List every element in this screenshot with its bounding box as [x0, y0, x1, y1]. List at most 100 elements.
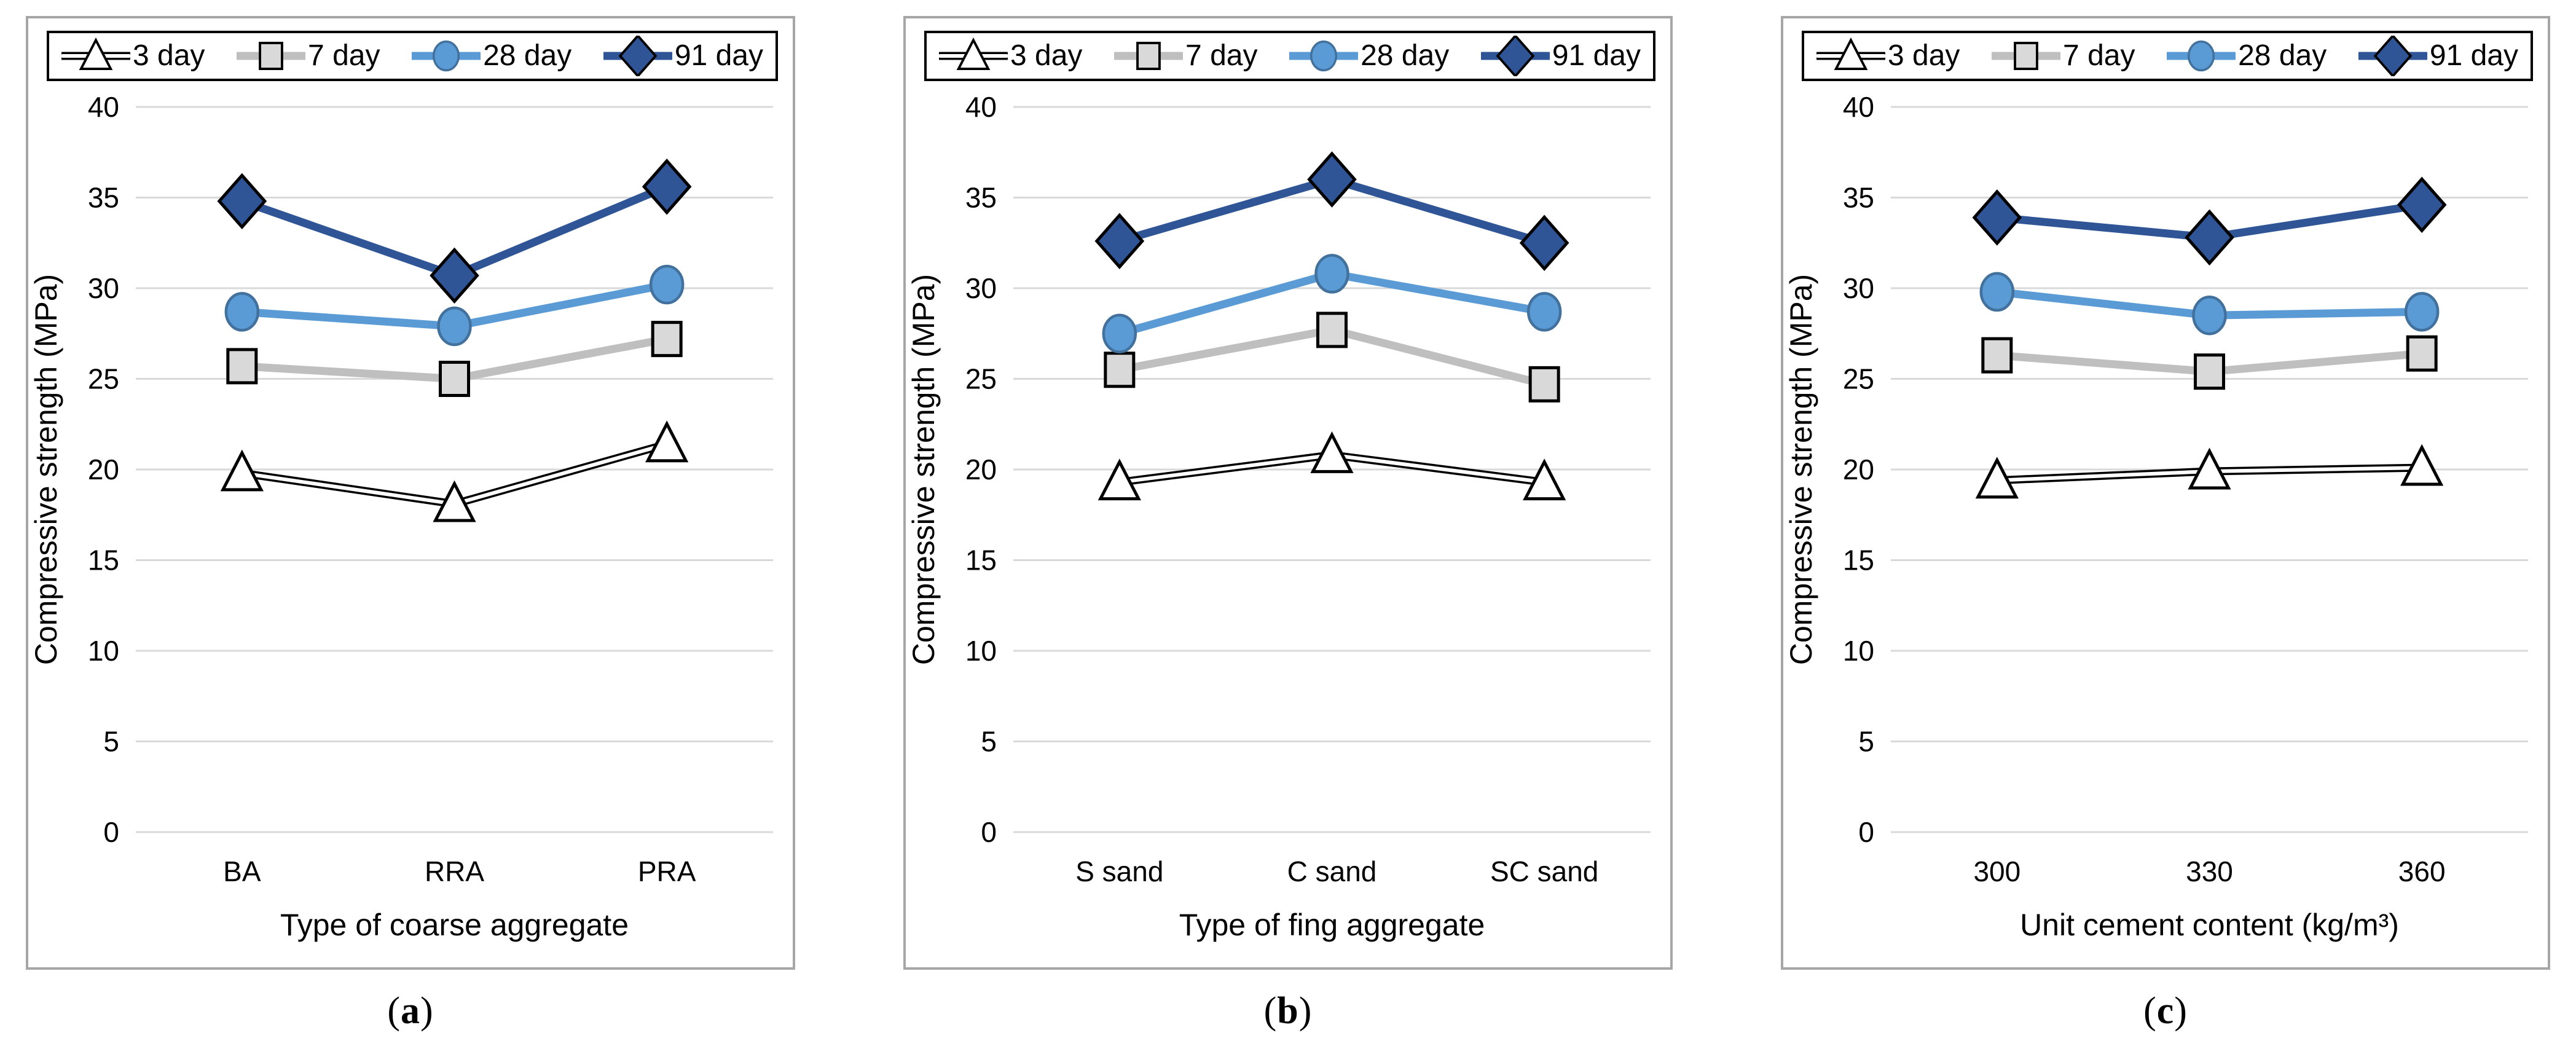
chart-legend: 3 day 7 day 28 day 91 day — [924, 31, 1655, 81]
x-tick-label: 330 — [2186, 855, 2233, 887]
y-tick-label: 40 — [88, 91, 119, 123]
marker-triangle — [645, 420, 689, 463]
marker-diamond — [430, 247, 479, 304]
panel-caption-c: (c) — [2143, 989, 2188, 1033]
marker-square — [1104, 352, 1136, 388]
legend-item-7-day: 7 day — [1992, 36, 2135, 76]
marker-triangle — [2400, 444, 2444, 486]
legend-item-91-day: 91 day — [603, 36, 763, 76]
legend-marker-triangle-icon — [61, 37, 130, 71]
x-tick-label: C sand — [1287, 855, 1377, 887]
marker-square — [1981, 337, 2013, 374]
chart-legend: 3 day 7 day 28 day 91 day — [47, 31, 778, 81]
caption-letter: b — [1277, 990, 1299, 1032]
legend-label: 91 day — [2429, 39, 2518, 72]
legend-item-3-day: 3 day — [939, 36, 1082, 76]
legend-item-3-day: 3 day — [61, 36, 205, 76]
series-28-day — [1102, 254, 1562, 353]
x-axis-ticks: 300 330 360 — [1973, 855, 2445, 887]
marker-square — [1528, 366, 1560, 403]
chart-panel-c: 3 day 7 day 28 day 91 day 0 5 10 15 20 25 30 35 40 C… — [1781, 16, 2550, 970]
x-tick-label: RRA — [425, 855, 484, 887]
y-tick-label: 5 — [981, 726, 997, 758]
legend-marker-triangle-icon — [939, 37, 1008, 71]
chart-legend: 3 day 7 day 28 day 91 day — [1802, 31, 2533, 81]
legend-item-3-day: 3 day — [1816, 36, 1960, 76]
legend-marker-circle-icon — [412, 40, 481, 72]
legend-marker-square-icon — [1114, 41, 1184, 71]
x-axis-title: Unit cement content (kg/m³) — [2020, 908, 2399, 942]
marker-circle — [1310, 40, 1338, 72]
caption-close-paren: ) — [420, 990, 434, 1032]
legend-label: 3 day — [1888, 39, 1960, 72]
series-3-day — [1975, 444, 2444, 499]
marker-triangle — [2188, 447, 2231, 490]
marker-triangle — [1975, 457, 2019, 499]
y-tick-label: 15 — [965, 544, 997, 576]
legend-marker-diamond-icon — [603, 36, 672, 76]
legend-item-28-day: 28 day — [412, 36, 571, 76]
y-tick-label: 25 — [965, 363, 997, 395]
caption-letter: c — [2156, 990, 2175, 1032]
y-tick-label: 40 — [965, 91, 997, 123]
marker-square — [1136, 41, 1161, 71]
panel-figure-c: 3 day 7 day 28 day 91 day 0 5 10 15 20 25 30 35 40 C… — [1781, 16, 2550, 1033]
marker-triangle — [1098, 458, 1141, 501]
legend-marker-circle-icon — [1289, 40, 1359, 72]
panel-caption-a: (a) — [387, 989, 433, 1033]
legend-label: 7 day — [308, 39, 380, 72]
y-tick-label: 20 — [1843, 454, 1874, 485]
y-tick-label: 30 — [88, 272, 119, 304]
series-28-day — [1979, 272, 2440, 336]
y-tick-label: 35 — [965, 182, 997, 214]
marker-circle — [1314, 254, 1349, 294]
marker-square — [2406, 335, 2438, 372]
marker-triangle — [956, 37, 991, 71]
y-tick-label: 0 — [981, 816, 997, 848]
x-tick-label: SC sand — [1490, 855, 1598, 887]
caption-open-paren: ( — [1263, 990, 1278, 1032]
caption-letter: a — [401, 990, 420, 1032]
y-tick-label: 10 — [965, 635, 997, 667]
legend-label: 91 day — [1552, 39, 1641, 72]
marker-circle — [2404, 292, 2440, 332]
caption-open-paren: ( — [387, 990, 401, 1032]
marker-diamond — [1307, 151, 1357, 208]
marker-square — [439, 361, 470, 397]
y-axis-title: Compressive strength (MPa) — [906, 274, 941, 665]
legend-marker-square-icon — [237, 41, 306, 71]
chart-plot-area: 0 5 10 15 20 25 30 35 40 Compressive strength (MP… — [1784, 91, 2528, 942]
y-tick-label: 40 — [1843, 91, 1874, 123]
marker-diamond — [217, 173, 267, 230]
marker-diamond — [642, 159, 692, 215]
marker-triangle — [1834, 37, 1868, 71]
y-tick-label: 5 — [1858, 726, 1874, 758]
series-7-day — [226, 321, 683, 397]
marker-circle — [1526, 292, 1562, 332]
legend-label: 7 day — [2063, 39, 2135, 72]
series-3-day — [1098, 431, 1566, 501]
y-tick-label: 20 — [88, 454, 119, 485]
y-tick-label: 10 — [88, 635, 119, 667]
legend-label: 28 day — [2238, 39, 2327, 72]
legend-label: 3 day — [1010, 39, 1083, 72]
series-91-day — [1972, 176, 2447, 266]
x-axis-title: Type of coarse aggregate — [280, 908, 629, 942]
chart-panel-a: 3 day 7 day 28 day 91 day 0 5 10 15 20 25 30 35 40 C… — [26, 16, 795, 970]
marker-circle — [2192, 296, 2227, 336]
legend-item-91-day: 91 day — [2358, 36, 2518, 76]
marker-triangle — [433, 480, 476, 522]
x-axis-title: Type of fing aggregate — [1179, 908, 1485, 942]
y-tick-label: 35 — [88, 182, 119, 214]
marker-diamond — [1519, 214, 1569, 272]
x-axis-ticks: BA RRA PRA — [223, 855, 696, 887]
chart-plot-area: 0 5 10 15 20 25 30 35 40 Compressive strength (MP… — [906, 91, 1651, 942]
x-tick-label: PRA — [638, 855, 696, 887]
marker-circle — [649, 264, 685, 305]
y-tick-label: 35 — [1843, 182, 1874, 214]
marker-circle — [224, 292, 260, 332]
marker-triangle — [1523, 458, 1566, 501]
legend-marker-square-icon — [1992, 41, 2061, 71]
y-tick-label: 25 — [88, 363, 119, 395]
legend-item-28-day: 28 day — [1289, 36, 1449, 76]
